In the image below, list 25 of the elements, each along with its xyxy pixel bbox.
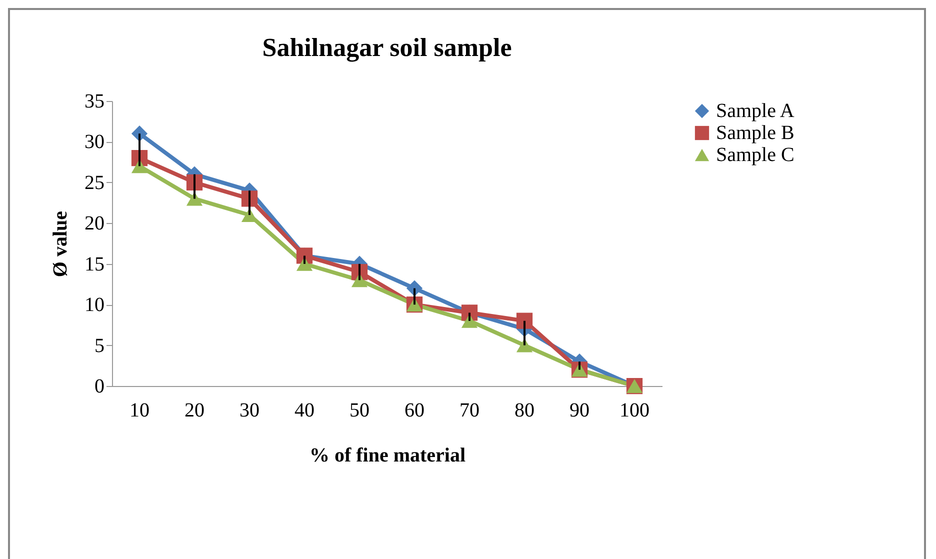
- x-tick-label: 30: [240, 400, 260, 422]
- legend-label: Sample B: [716, 122, 794, 144]
- y-tick-label: 35: [84, 90, 104, 112]
- x-tick-label: 80: [514, 400, 534, 422]
- y-tick-label: 30: [84, 131, 104, 154]
- y-tick-label: 5: [94, 334, 104, 357]
- y-tick-label: 20: [84, 212, 104, 235]
- legend-label: Sample A: [716, 100, 795, 122]
- point: [516, 312, 533, 329]
- y-tick-label: 0: [94, 376, 104, 398]
- chart-title: Sahilnagar soil sample: [262, 33, 512, 62]
- legend-label: Sample C: [716, 144, 794, 166]
- x-tick-label: 40: [294, 400, 314, 422]
- x-tick-label: 70: [460, 400, 480, 422]
- y-tick-label: 10: [84, 294, 104, 316]
- y-tick-label: 15: [84, 253, 104, 276]
- x-tick-label: 20: [184, 400, 204, 422]
- x-tick-label: 100: [620, 400, 650, 422]
- y-tick-label: 25: [84, 172, 104, 194]
- x-axis-title: % of fine material: [309, 444, 466, 466]
- x-tick-label: 90: [570, 400, 590, 422]
- x-tick-label: 10: [130, 400, 150, 422]
- y-axis-title: Ø value: [50, 210, 72, 278]
- x-tick-label: 60: [404, 400, 424, 422]
- x-tick-label: 50: [350, 400, 370, 422]
